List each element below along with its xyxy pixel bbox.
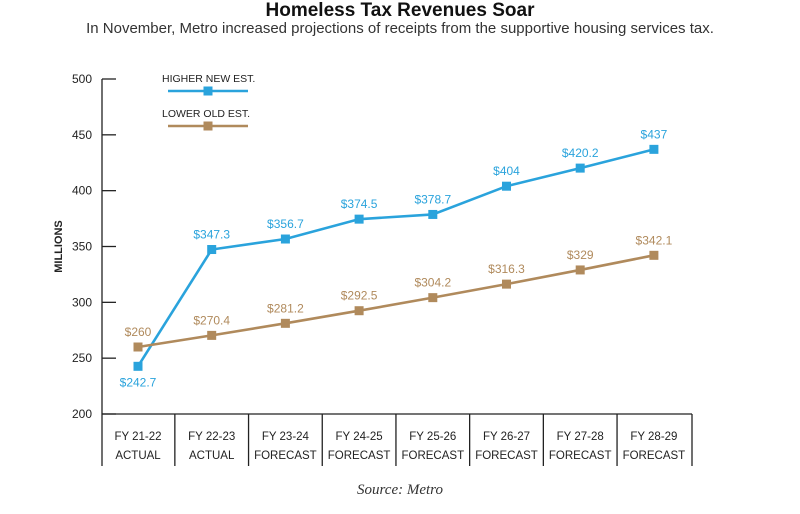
category-label-line1: FY 27-28	[557, 431, 604, 443]
y-tick-label: 300	[72, 295, 92, 309]
data-label: $242.7	[120, 375, 157, 389]
category-label-line1: FY 25-26	[409, 431, 456, 443]
data-point-marker	[133, 361, 143, 371]
data-point-marker	[575, 265, 585, 275]
data-point-marker	[502, 279, 511, 289]
category-label-line1: FY 28-29	[630, 431, 677, 443]
category-label-line2: ACTUAL	[189, 450, 235, 462]
data-point-marker	[649, 250, 659, 260]
legend-marker	[203, 86, 213, 96]
category-label-line2: FORECAST	[623, 450, 686, 462]
category-label-line2: FORECAST	[254, 450, 317, 462]
chart-source: Source: Metro	[357, 482, 443, 498]
data-label: $260	[125, 325, 152, 339]
category-label-line1: FY 23-24	[262, 431, 310, 443]
category-label-line2: ACTUAL	[115, 450, 161, 462]
data-label: $420.2	[562, 146, 599, 160]
data-label: $347.3	[193, 228, 230, 242]
chart-title: Homeless Tax Revenues Soar	[265, 0, 535, 21]
y-tick-label: 450	[72, 128, 92, 142]
data-label: $281.2	[267, 301, 304, 315]
category-label-line2: FORECAST	[475, 450, 538, 462]
legend-label: HIGHER NEW EST.	[162, 73, 255, 85]
category-label-line1: FY 26-27	[483, 431, 530, 443]
data-label: $342.1	[636, 233, 673, 247]
data-label: $404	[493, 164, 520, 178]
series-line	[136, 148, 655, 368]
data-label: $316.3	[488, 262, 525, 276]
data-point-marker	[280, 234, 290, 244]
category-label-line1: FY 24-25	[336, 431, 383, 443]
data-point-marker	[354, 306, 364, 316]
data-point-marker	[207, 245, 217, 255]
data-label: $304.2	[414, 276, 451, 290]
category-label-line2: FORECAST	[549, 450, 612, 462]
data-point-marker	[280, 318, 290, 328]
y-tick-label: 400	[72, 184, 92, 198]
data-point-marker	[428, 293, 438, 303]
data-label: $374.5	[341, 197, 378, 211]
legend-label: LOWER OLD EST.	[162, 108, 250, 120]
data-label: $270.4	[193, 313, 230, 327]
legend-marker	[203, 121, 213, 131]
y-tick-label: 250	[72, 351, 92, 365]
y-axis-label: MILLIONS	[53, 220, 65, 273]
category-label-line1: FY 22-23	[188, 431, 235, 443]
category-label-line2: FORECAST	[401, 450, 464, 462]
data-label: $329	[567, 248, 594, 262]
chart-subtitle: In November, Metro increased projections…	[86, 20, 714, 37]
category-label-line2: FORECAST	[328, 450, 391, 462]
data-point-marker	[575, 163, 585, 173]
data-point-marker	[428, 209, 438, 219]
data-point-marker	[354, 214, 364, 224]
y-tick-label: 350	[72, 240, 92, 254]
data-point-marker	[133, 342, 143, 352]
y-tick-label: 500	[72, 72, 92, 86]
data-point-marker	[207, 330, 217, 340]
data-point-marker	[502, 181, 511, 191]
series-line	[137, 254, 655, 349]
y-tick-label: 200	[72, 407, 92, 421]
category-label-line1: FY 21-22	[114, 431, 161, 443]
data-label: $437	[641, 127, 668, 141]
data-point-marker	[649, 144, 659, 154]
data-label: $292.5	[341, 289, 378, 303]
data-label: $356.7	[267, 217, 304, 231]
data-label: $378.7	[414, 192, 451, 206]
